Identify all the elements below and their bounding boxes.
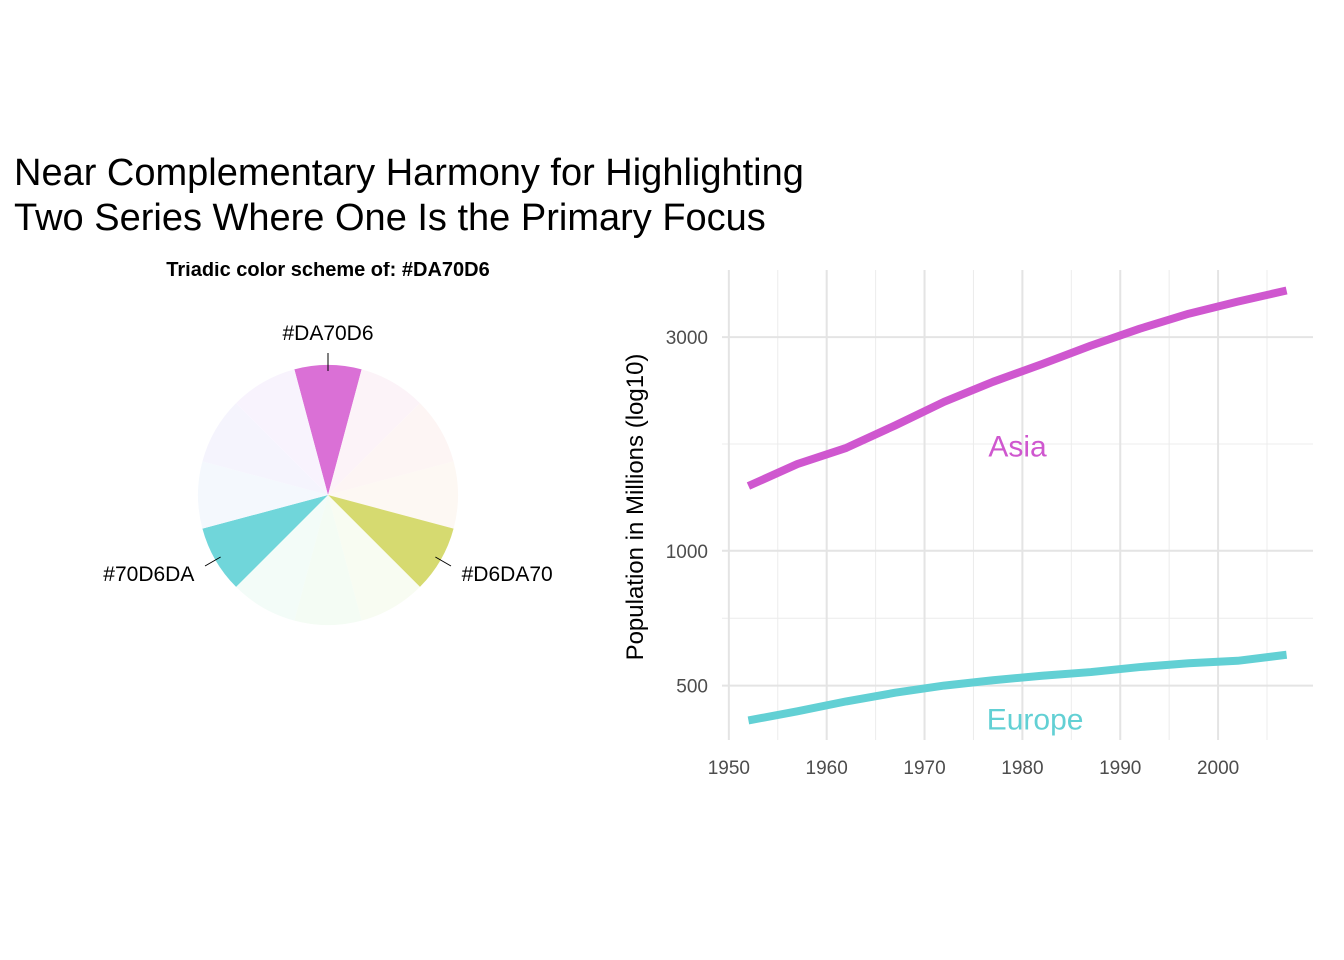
y-tick-label: 3000 (666, 328, 708, 349)
series-line (747, 650, 1288, 725)
pie-slice (328, 369, 420, 495)
pie-slice (328, 403, 454, 495)
line-panel: 1950 1960 1970 1980 1990 2000 500 1000 3000 Popul… (622, 270, 1313, 779)
leader-line (435, 556, 452, 567)
pie-slice (202, 495, 328, 587)
pie-slice (328, 461, 458, 529)
slice-label: #D6DA70 (462, 563, 553, 586)
x-tick-label: 1970 (903, 758, 945, 779)
slice-label: #DA70D6 (282, 322, 373, 345)
pie-slice (294, 365, 362, 495)
x-tick-label: 1990 (1099, 758, 1141, 779)
series-annotation: Asia (988, 431, 1047, 464)
pie-slice (236, 369, 328, 495)
leader-line (204, 556, 221, 567)
title-line: Two Series Where One Is the Primary Focu… (14, 197, 766, 239)
y-tick-label: 1000 (666, 542, 708, 563)
title-line: Near Complementary Harmony for Highlight… (14, 152, 804, 194)
x-tick-label: 2000 (1197, 758, 1239, 779)
pie-slice (236, 495, 328, 621)
series-annotation: Europe (987, 703, 1084, 736)
pie-slice (328, 495, 420, 621)
pie-slice (294, 495, 362, 625)
slice-label: #70D6DA (103, 563, 194, 586)
series-line (746, 286, 1288, 490)
pie-slice (198, 461, 328, 529)
x-tick-label: 1960 (806, 758, 848, 779)
pie-panel: Triadic color scheme of: #DA70D6 #DA70D6 #… (103, 259, 553, 625)
x-tick-label: 1980 (1001, 758, 1043, 779)
y-axis-label: Population in Millions (log10) (622, 354, 649, 661)
pie-title: Triadic color scheme of: #DA70D6 (166, 259, 489, 281)
pie-slice (202, 403, 328, 495)
x-tick-label: 1950 (708, 758, 750, 779)
y-tick-label: 500 (676, 677, 708, 698)
pie-slice (328, 495, 454, 587)
